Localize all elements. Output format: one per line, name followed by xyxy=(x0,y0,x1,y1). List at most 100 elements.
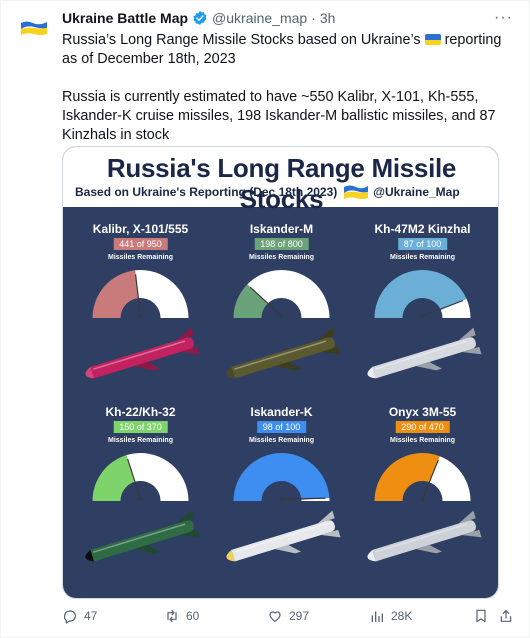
gauge-hub xyxy=(420,497,425,501)
views-button[interactable]: 28K xyxy=(369,608,412,624)
share-button[interactable] xyxy=(498,608,520,624)
gauge-used-arc xyxy=(135,270,189,318)
missile-count-badge: 290 of 470 xyxy=(395,421,450,433)
missile-name: Onyx 3M-55 xyxy=(388,405,457,419)
tweet-header: Ukraine Battle Map @ukraine_map · 3h xyxy=(62,10,335,26)
missiles-remaining-label: Missiles Remaining xyxy=(390,254,455,261)
gauge-remaining-arc xyxy=(374,453,440,501)
more-icon[interactable]: ··· xyxy=(494,9,513,26)
reply-button[interactable]: 47 xyxy=(62,608,97,624)
infographic-header: Russia's Long Range Missile Stocks Based… xyxy=(63,147,498,214)
gauge-needle xyxy=(421,459,439,500)
missile-count-badge: 150 of 370 xyxy=(113,421,168,433)
tweet-time[interactable]: 3h xyxy=(319,10,336,26)
tweet-media-image[interactable]: Russia's Long Range Missile Stocks Based… xyxy=(62,146,499,599)
reply-icon xyxy=(63,610,76,624)
gauge-hub xyxy=(138,497,143,501)
like-button[interactable]: 297 xyxy=(267,608,309,624)
missiles-remaining-label: Missiles Remaining xyxy=(249,254,314,261)
tweet-paragraph-2: Russia is currently estimated to have ~5… xyxy=(62,89,496,143)
missile-name: Iskander-M xyxy=(249,222,314,236)
bookmark-button[interactable] xyxy=(473,608,495,624)
tweet-text-line1b: reporting as of December 18th, 2023 xyxy=(62,32,502,67)
missile-name: Kh-47M2 Kinzhal xyxy=(374,222,471,236)
gauge-needle xyxy=(127,458,142,500)
meta-separator: · xyxy=(311,10,316,26)
missiles-remaining-label: Missiles Remaining xyxy=(249,437,314,444)
ukraine-flag-avatar xyxy=(17,11,51,45)
gauge-needle xyxy=(422,299,464,317)
gauge-used-arc xyxy=(247,270,330,318)
missile-illustration xyxy=(367,327,482,379)
gauge-remaining-arc xyxy=(374,270,467,318)
infographic-handle: @Ukraine_Map xyxy=(373,185,460,199)
bookmark-icon xyxy=(476,609,486,623)
missile-card: Iskander-K 98 of 100 Missiles Remaining xyxy=(209,405,354,585)
retweet-count: 60 xyxy=(186,609,200,623)
gauge-chart xyxy=(233,453,330,501)
missile-card: Kh-22/Kh-32 150 of 370 Missiles Remaining xyxy=(68,405,213,585)
retweet-icon xyxy=(167,610,177,622)
gauge-hub xyxy=(420,314,425,318)
gauge-hub xyxy=(279,314,284,318)
gauge-chart xyxy=(233,270,330,318)
gauge-used-arc xyxy=(440,298,471,318)
gauge-used-arc xyxy=(126,453,189,501)
gauge-remaining-arc xyxy=(92,455,135,501)
views-icon xyxy=(371,611,383,622)
missile-count-badge: 441 of 950 xyxy=(113,238,168,250)
ukraine-flag-icon xyxy=(344,185,369,199)
gauge-chart xyxy=(92,270,189,318)
missile-card: Onyx 3M-55 290 of 470 Missiles Remaining xyxy=(350,405,495,585)
missile-card: Kalibr, X-101/555 441 of 950 Missiles Rema… xyxy=(68,222,213,402)
tweet-text: Russia’s Long Range Missile Stocks based… xyxy=(62,31,514,145)
tweet-paragraph-1: Russia’s Long Range Missile Stocks based… xyxy=(62,31,514,69)
infographic-subtitle-row: Based on Ukraine's Reporting (Dec 18th 2… xyxy=(75,184,460,200)
verified-badge-icon xyxy=(193,11,207,25)
missile-count-badge: 87 of 100 xyxy=(397,238,448,250)
like-icon xyxy=(269,611,281,622)
missile-name: Kalibr, X-101/555 xyxy=(92,222,189,236)
share-icon xyxy=(500,610,512,622)
infographic-title: Russia's Long Range Missile Stocks xyxy=(106,153,457,214)
author-handle[interactable]: @ukraine_map xyxy=(212,10,308,26)
gauge-used-arc xyxy=(429,456,471,501)
gauge-remaining-arc xyxy=(92,270,139,318)
missiles-remaining-label: Missiles Remaining xyxy=(390,437,455,444)
gauge-remaining-arc xyxy=(233,284,268,318)
like-count: 297 xyxy=(289,609,310,623)
missile-illustration xyxy=(226,510,341,562)
retweet-button[interactable]: 60 xyxy=(164,608,199,624)
avatar[interactable] xyxy=(17,11,51,45)
missile-count-badge: 98 of 100 xyxy=(256,421,307,433)
ukraine-flag-emoji-icon xyxy=(424,34,441,45)
missile-name: Kh-22/Kh-32 xyxy=(105,405,176,419)
gauge-hub xyxy=(138,314,143,318)
missile-illustration xyxy=(85,327,200,379)
gauge-chart xyxy=(92,453,189,501)
tweet-text-line1a: Russia’s Long Range Missile Stocks based… xyxy=(62,32,421,48)
missile-illustration xyxy=(226,327,341,379)
views-count: 28K xyxy=(391,609,413,623)
missiles-remaining-label: Missiles Remaining xyxy=(108,437,173,444)
gauge-needle xyxy=(134,274,142,317)
infographic: Russia's Long Range Missile Stocks Based… xyxy=(63,147,498,598)
missile-illustration xyxy=(85,510,200,562)
gauge-needle xyxy=(249,286,282,317)
missiles-remaining-label: Missiles Remaining xyxy=(108,254,173,261)
missile-card: Kh-47M2 Kinzhal 87 of 100 Missiles Remaini… xyxy=(350,222,495,402)
author-name[interactable]: Ukraine Battle Map xyxy=(62,10,189,26)
missile-card: Iskander-M 198 of 800 Missiles Remaining xyxy=(209,222,354,402)
gauge-hub xyxy=(279,497,284,501)
missile-illustration xyxy=(367,510,482,562)
infographic-subtitle: Based on Ukraine's Reporting (Dec 18th 2… xyxy=(75,185,338,199)
gauge-needle xyxy=(281,497,326,500)
gauge-remaining-arc xyxy=(233,453,330,501)
reply-count: 47 xyxy=(84,609,98,623)
gauge-chart xyxy=(374,270,471,318)
missile-name: Iskander-K xyxy=(250,405,313,419)
missile-count-badge: 198 of 800 xyxy=(254,238,309,250)
tweet-actions: 47 60 297 28K xyxy=(62,608,514,630)
gauge-chart xyxy=(374,453,471,501)
